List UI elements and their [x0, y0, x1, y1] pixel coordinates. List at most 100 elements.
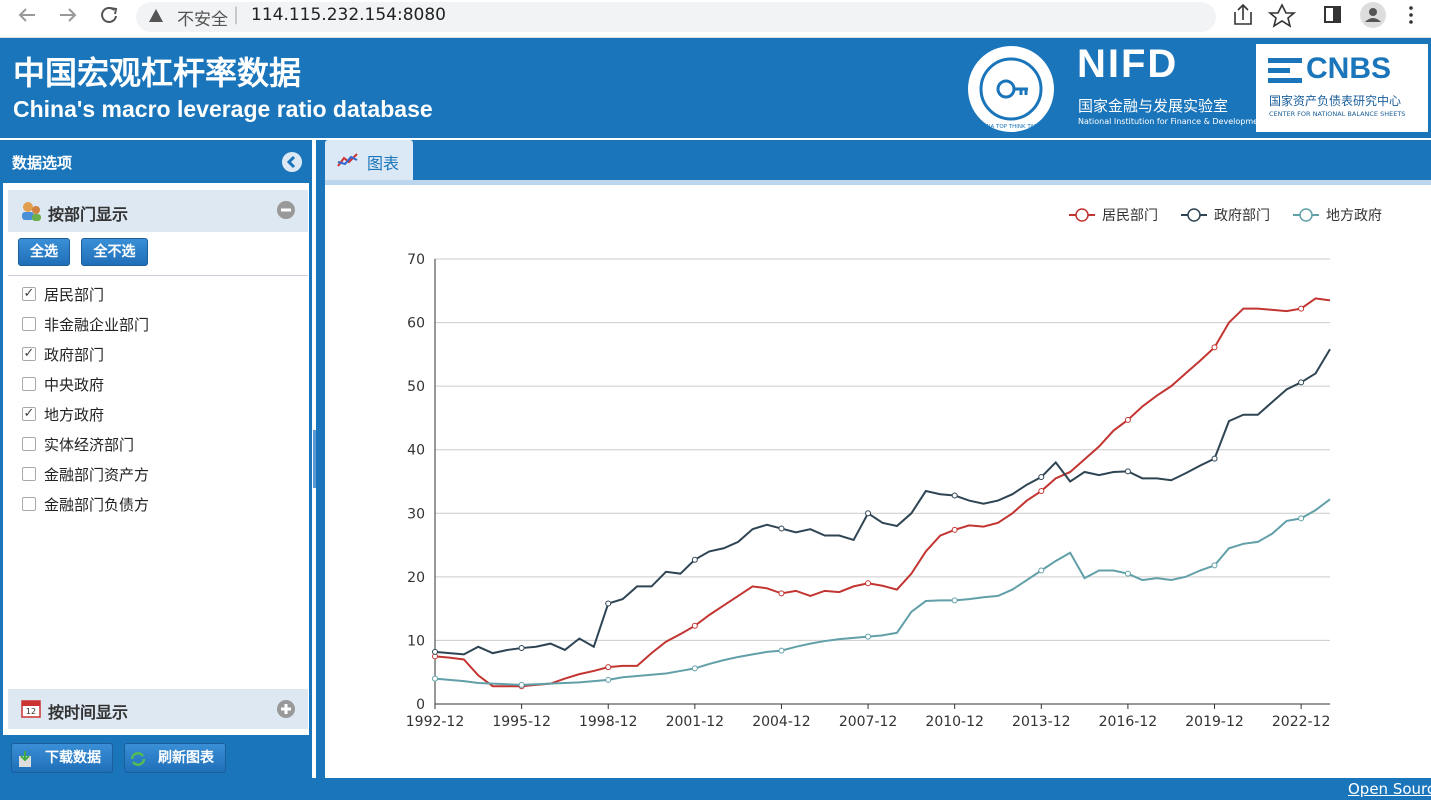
- header: 中国宏观杠杆率数据 China's macro leverage ratio d…: [0, 38, 1431, 138]
- option[interactable]: ✓ 地方政府: [22, 403, 104, 425]
- think-tank-text: CHINA TOP THINK TANKS: [977, 124, 1046, 130]
- point: [778, 525, 785, 532]
- option-label: 金融部门资产方: [44, 465, 150, 484]
- open-source-link[interactable]: Open Source: [1348, 780, 1431, 798]
- point: [865, 510, 872, 517]
- refresh-button[interactable]: 刷新图表: [124, 743, 226, 773]
- checkbox[interactable]: [22, 437, 36, 451]
- option[interactable]: ✓ 政府部门: [22, 343, 104, 365]
- nav-icons: [18, 7, 118, 23]
- x-tick-label: 1995-12: [492, 714, 551, 730]
- checkbox[interactable]: [22, 467, 36, 481]
- download-icon: [19, 751, 31, 767]
- security-label: 不安全: [177, 10, 228, 30]
- section-header[interactable]: 12 按时间显示: [8, 689, 308, 729]
- collapse-icon[interactable]: [276, 200, 296, 220]
- section-title: 按时间显示: [48, 703, 129, 722]
- point: [691, 556, 698, 563]
- legend-swatch: [1075, 208, 1089, 222]
- url[interactable]: 114.115.232.154:8080: [251, 5, 446, 25]
- option[interactable]: 实体经济部门: [22, 433, 134, 455]
- sidebar-title: 数据选项: [12, 154, 73, 172]
- option[interactable]: 金融部门资产方: [22, 463, 149, 485]
- x-tick-label: 2013-12: [1012, 714, 1070, 730]
- checkbox[interactable]: [22, 317, 36, 331]
- point: [778, 590, 785, 597]
- cnbs-en: CENTER FOR NATIONAL BALANCE SHEETS: [1269, 110, 1406, 118]
- section-title: 按部门显示: [48, 205, 129, 224]
- cnbs-logo: CNBS 国家资产负债表研究中心 CENTER FOR NATIONAL BAL…: [1256, 44, 1428, 132]
- chart-tab-label: 图表: [367, 154, 400, 173]
- section-header[interactable]: 按部门显示: [8, 190, 308, 232]
- point: [1298, 515, 1305, 522]
- collapse-button[interactable]: [281, 151, 303, 173]
- sidebar: 数据选项 按部门显示 全选 全不选 ✓ 居民部门非金融企业部门 ✓ 政府部门中央政府 ✓…: [0, 140, 312, 778]
- legend-label: 地方政府: [1326, 208, 1382, 224]
- checkbox[interactable]: ✓: [22, 346, 36, 361]
- chart-tab[interactable]: 图表: [325, 140, 413, 180]
- calendar-icon: 12: [21, 700, 41, 718]
- point: [1124, 416, 1131, 423]
- checkbox[interactable]: ✓: [22, 286, 36, 301]
- point: [865, 633, 872, 640]
- checkbox[interactable]: ✓: [22, 406, 36, 421]
- y-tick-label: 50: [407, 379, 425, 395]
- option[interactable]: 非金融企业部门: [22, 313, 149, 335]
- point: [518, 645, 525, 652]
- checkbox[interactable]: [22, 377, 36, 391]
- x-tick-label: 1992-12: [406, 714, 465, 730]
- divider: [8, 275, 308, 276]
- think-tank-logo: CHINA TOP THINK TANKS: [968, 46, 1054, 132]
- point: [605, 676, 612, 683]
- series-line: [434, 348, 1331, 656]
- expand-icon[interactable]: [276, 699, 296, 719]
- legend-swatch: [1299, 208, 1313, 222]
- select-none-button[interactable]: 全不选: [81, 238, 148, 266]
- x-tick-label: 2019-12: [1185, 714, 1244, 730]
- people-icon: [22, 202, 41, 221]
- chart: 0 10 20 30 40 50 60 70 1992-12 1995-12 1998-12 2001…: [325, 185, 1431, 778]
- browser-actions: [1234, 2, 1413, 28]
- address-box[interactable]: [136, 2, 1216, 32]
- point: [432, 648, 438, 655]
- option-label: 金融部门负债方: [44, 495, 150, 514]
- y-tick-label: 40: [407, 443, 425, 459]
- warning-icon: [149, 9, 163, 22]
- tab-underline: [325, 180, 1431, 185]
- point: [1038, 474, 1045, 481]
- svg-text:12: 12: [26, 707, 36, 716]
- point: [951, 526, 958, 533]
- point: [691, 665, 698, 672]
- point: [951, 597, 958, 604]
- checkbox[interactable]: [22, 497, 36, 511]
- option-label: 地方政府: [44, 405, 105, 424]
- x-tick-label: 2016-12: [1099, 714, 1158, 730]
- nifd-name: NIFD: [1077, 42, 1179, 86]
- refresh-icon: [130, 752, 146, 766]
- select-all-button[interactable]: 全选: [18, 238, 70, 266]
- option[interactable]: 中央政府: [22, 373, 104, 395]
- point: [605, 600, 612, 607]
- legend-label: 政府部门: [1214, 208, 1270, 224]
- point: [778, 647, 785, 654]
- footer: Open Source: [0, 778, 1431, 800]
- option[interactable]: ✓ 居民部门: [22, 283, 104, 305]
- point: [432, 675, 438, 682]
- cnbs-name: CNBS: [1306, 52, 1392, 85]
- chart-tab-icon: [337, 153, 358, 167]
- legend-label: 居民部门: [1102, 208, 1158, 224]
- option-label: 非金融企业部门: [44, 315, 150, 334]
- x-tick-label: 2007-12: [839, 714, 898, 730]
- point: [518, 681, 525, 688]
- option[interactable]: 金融部门负债方: [22, 493, 149, 515]
- x-tick-label: 2001-12: [666, 714, 725, 730]
- point: [865, 580, 872, 587]
- site-subtitle: China's macro leverage ratio database: [13, 96, 433, 122]
- divider: |: [233, 4, 240, 25]
- point: [951, 492, 958, 499]
- nifd-cn: 国家金融与发展实验室: [1078, 97, 1229, 115]
- point: [1124, 468, 1131, 475]
- point: [605, 664, 612, 671]
